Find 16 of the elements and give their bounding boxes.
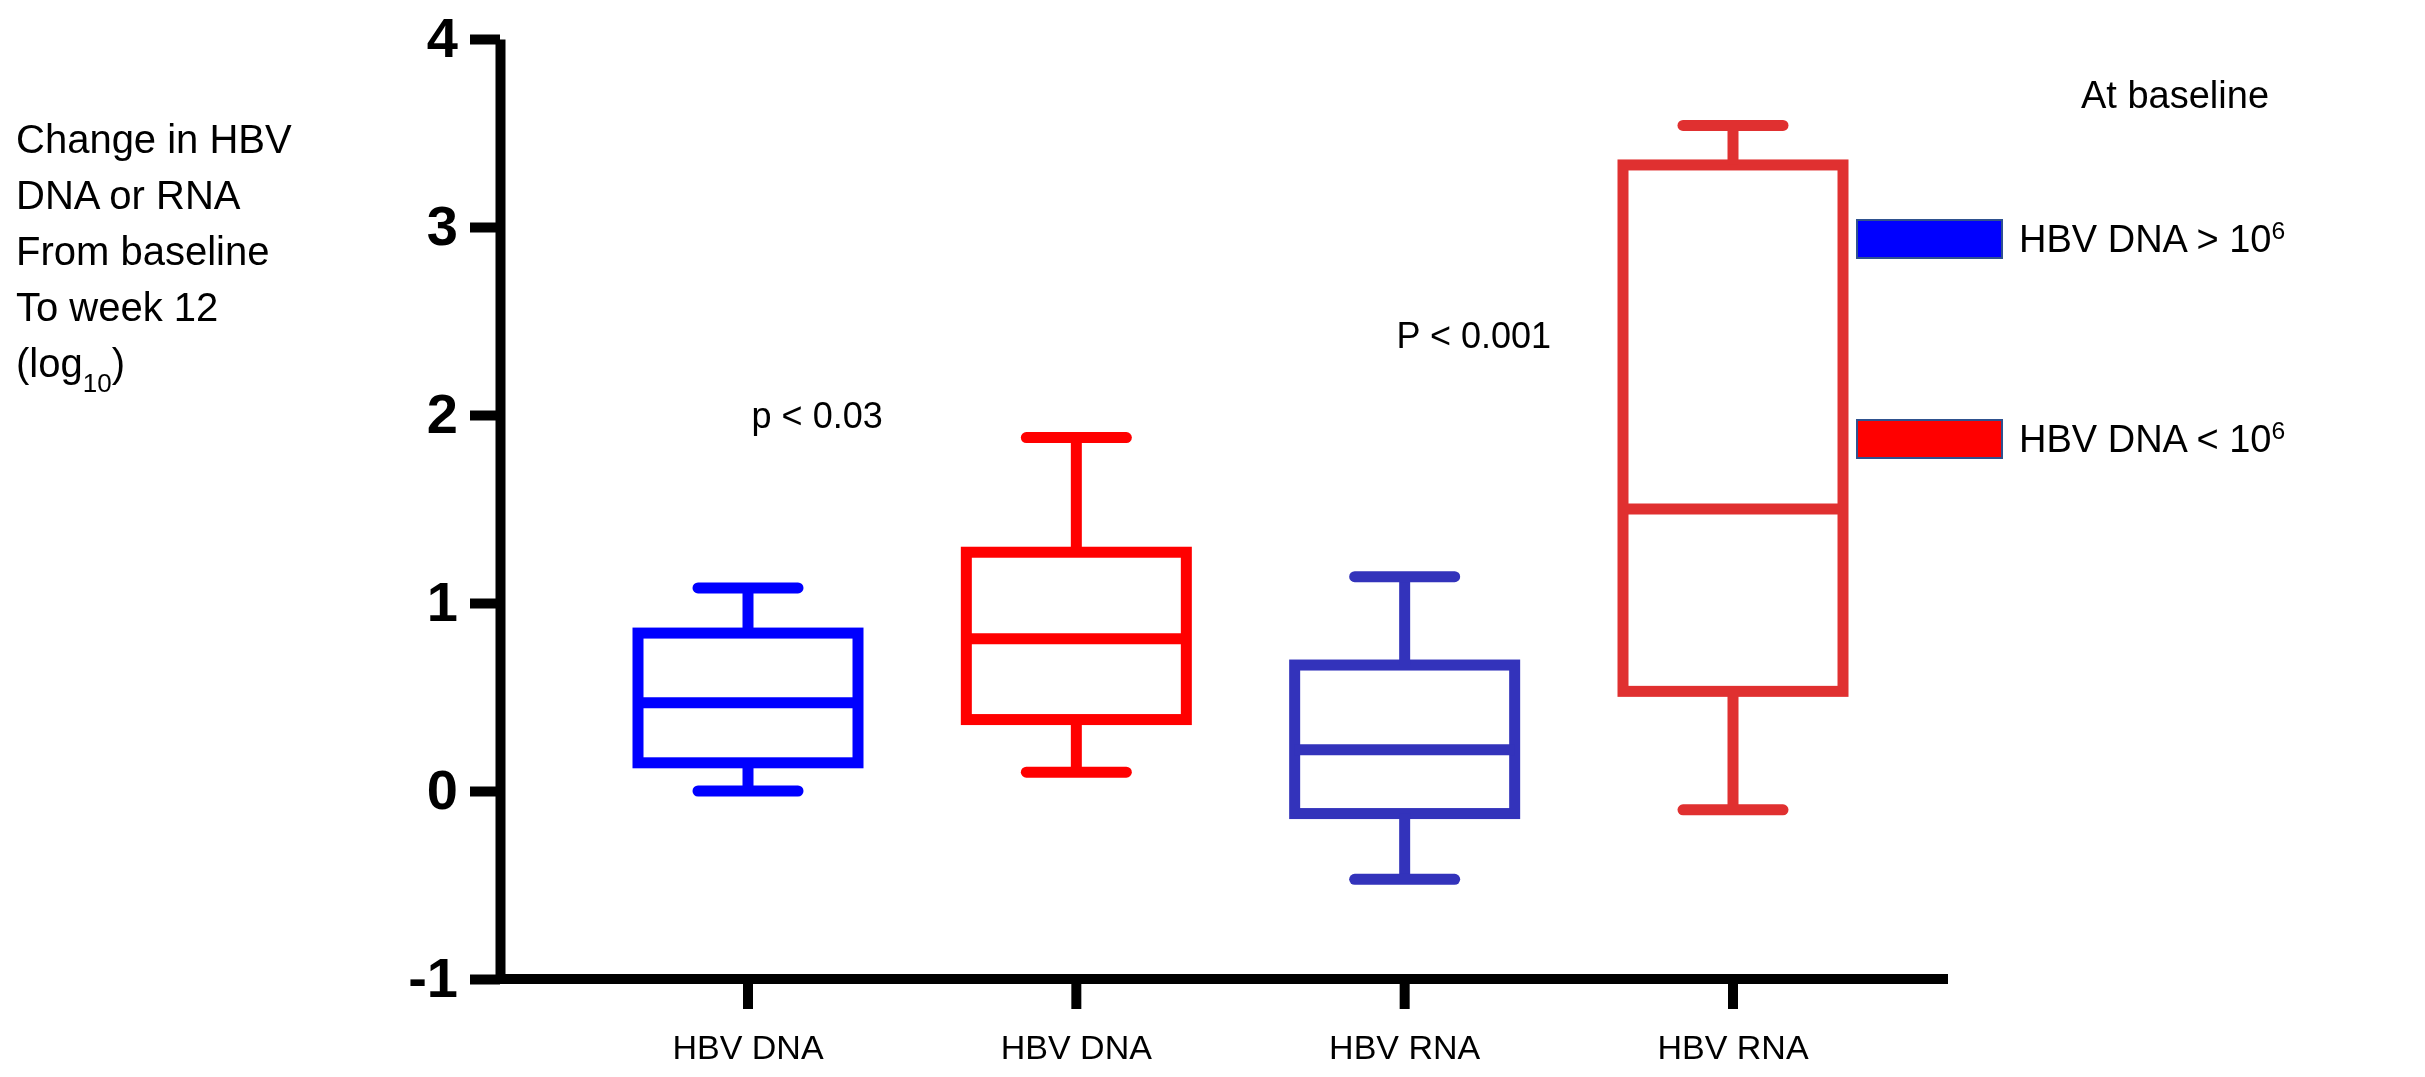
y-tick-label: 2: [426, 382, 458, 446]
y-axis-title: Change in HBV DNA or RNA From baseline To week 12 (log$_{10}$): [16, 117, 293, 398]
x-tick-label: HBV DNA: [1000, 1028, 1153, 1066]
y-tick-label: 0: [426, 758, 458, 822]
y-tick-label: 1: [426, 570, 458, 634]
y-tick-label: -1: [408, 946, 458, 1010]
annotation: p < 0.03: [751, 395, 883, 436]
legend-label: HBV DNA > 10$^{6}$: [2019, 216, 2286, 261]
legend-title: At baseline: [2081, 74, 2270, 116]
x-tick-label: HBV RNA: [1657, 1028, 1809, 1066]
annotation: P < 0.001: [1396, 315, 1552, 356]
x-tick-label: HBV RNA: [1329, 1028, 1481, 1066]
x-tick-label: HBV DNA: [672, 1028, 824, 1066]
y-tick-label: 3: [426, 194, 458, 258]
y-tick-label: 4: [426, 6, 458, 70]
legend-label: HBV DNA < 10$^{6}$: [2019, 416, 2286, 461]
